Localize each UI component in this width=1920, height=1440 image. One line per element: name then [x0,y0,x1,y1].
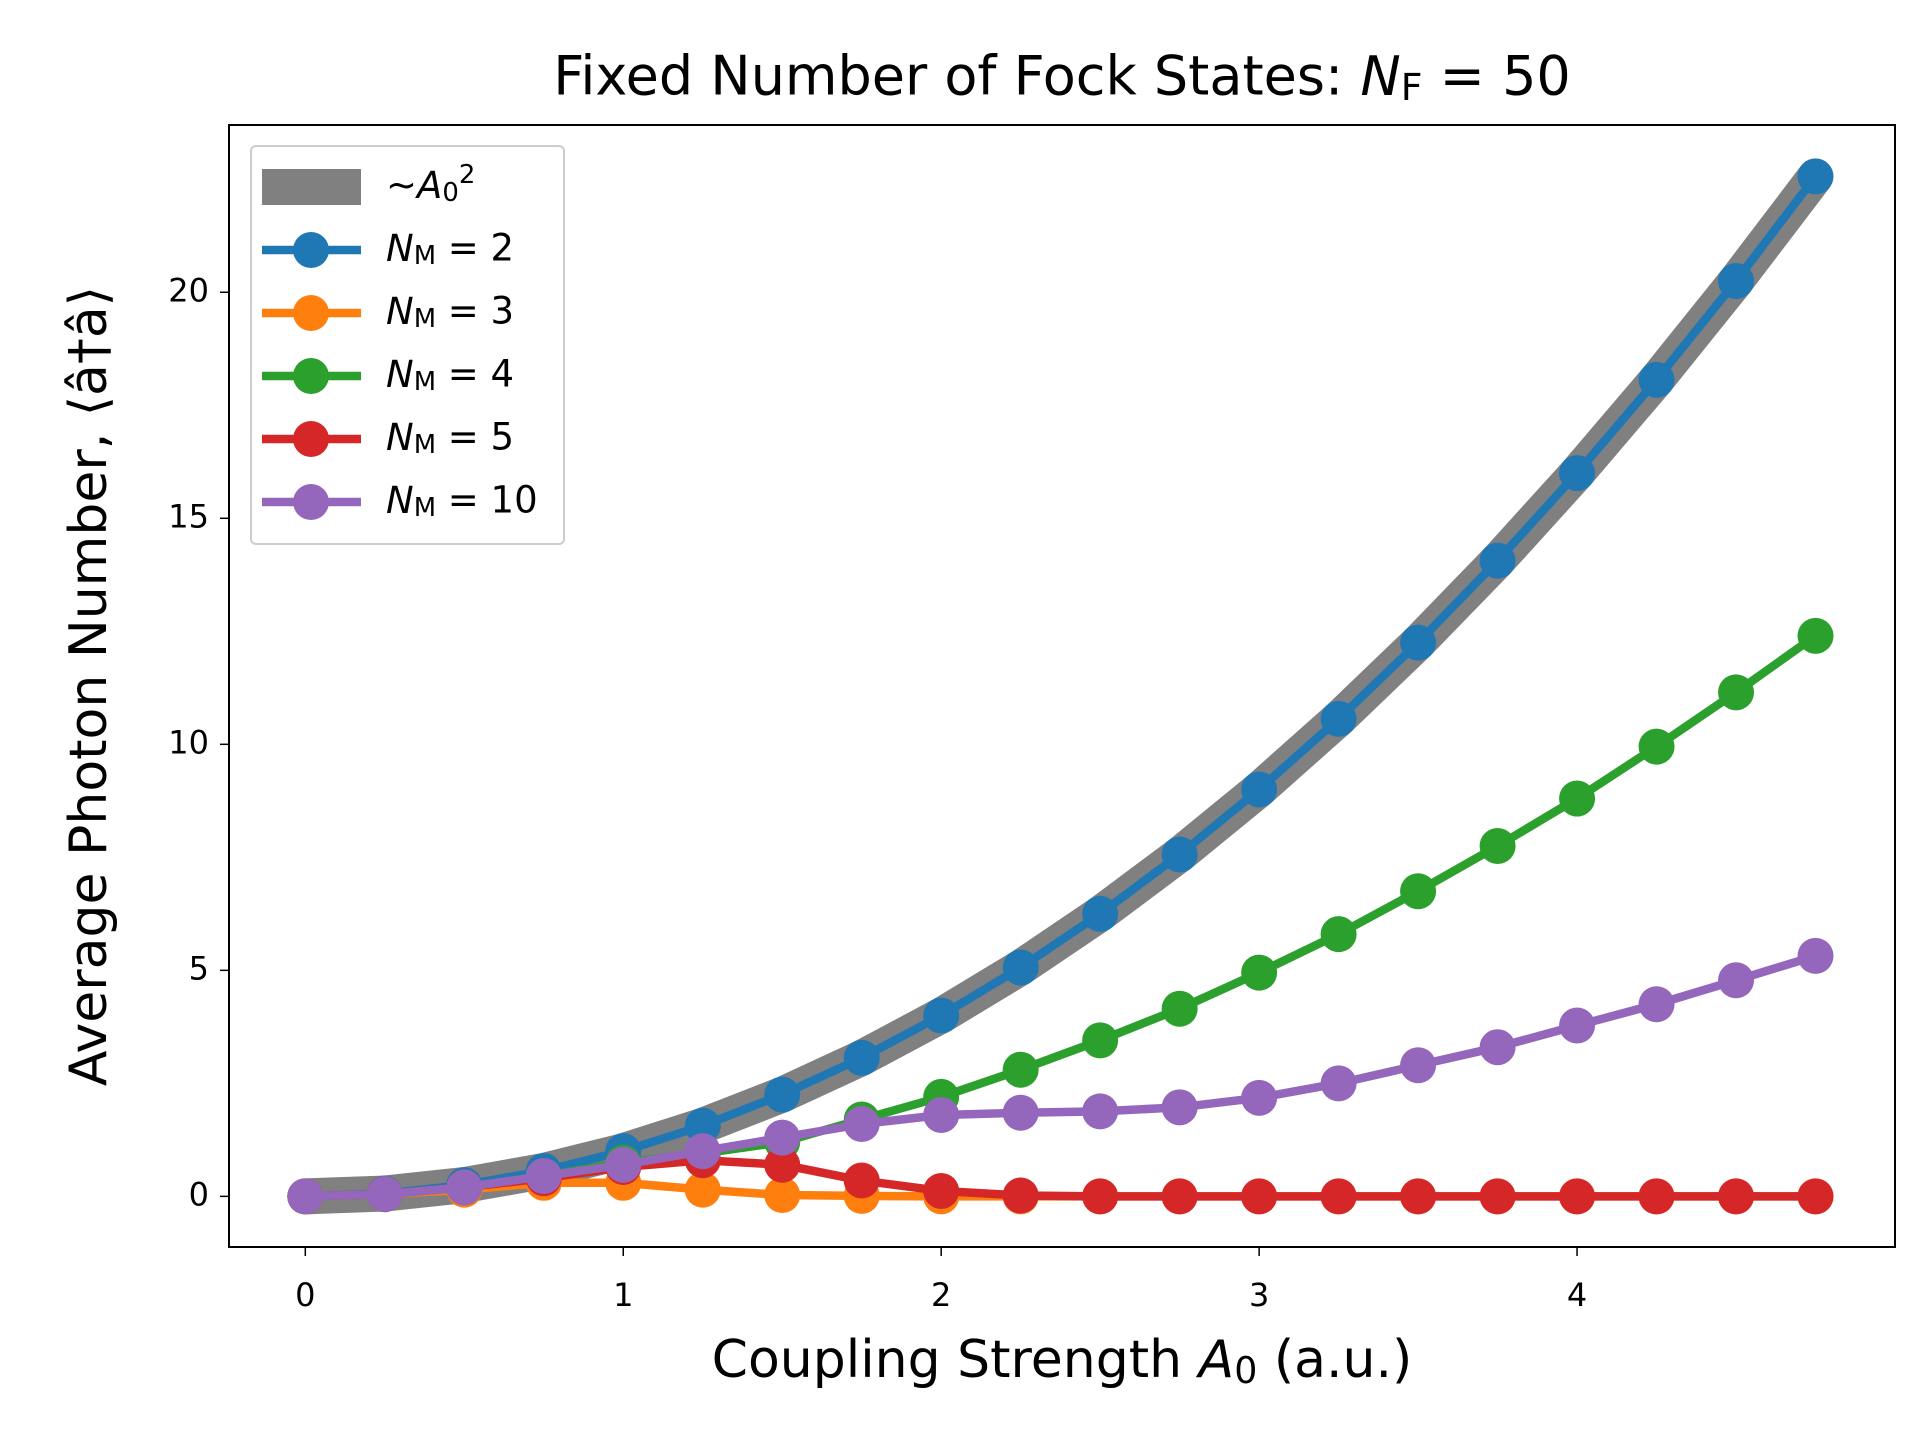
data-point [1002,1051,1039,1088]
data-point [1559,1007,1596,1044]
plot-area [287,158,1834,1215]
data-point [1718,674,1755,711]
data-point [1082,1093,1119,1130]
data-point [1559,780,1596,817]
data-point [1400,1178,1437,1215]
y-axis-label: Average Photon Number, ⟨â†â⟩ [59,286,119,1086]
data-point [1241,771,1278,808]
data-point [764,1076,801,1113]
data-point [1002,949,1039,986]
plot-frame [228,124,1896,1248]
data-point [1797,937,1834,974]
x-tick-label: 0 [295,1276,315,1314]
data-point [1241,1178,1278,1215]
data-point [1797,158,1834,195]
data-point [843,1106,880,1143]
data-point [1479,828,1516,865]
data-point [605,1146,642,1183]
data-point [1082,1178,1119,1215]
y-tick-label: 5 [189,949,209,987]
data-point [1241,954,1278,991]
y-tick-label: 0 [189,1175,209,1213]
x-axis-label: Coupling Strength A0​ (a.u.) [712,1330,1413,1392]
data-point [923,1097,960,1133]
x-tick-label: 4 [1567,1276,1587,1314]
data-point [1718,262,1755,299]
data-point [1638,1178,1675,1215]
data-point [1797,617,1834,654]
data-point [684,1171,721,1208]
y-tick-label: 10 [168,723,209,761]
x-tick-label: 3 [1249,1276,1269,1314]
data-point [1638,986,1675,1023]
legend-marker [293,295,329,331]
data-point [1002,1177,1039,1214]
data-point [446,1169,483,1206]
y-tick-label: 15 [168,497,209,535]
data-point [1082,1022,1119,1059]
x-tick-label: 2 [931,1276,951,1314]
legend-marker [293,358,329,394]
data-point [1797,1178,1834,1215]
data-point [1002,1094,1039,1131]
legend-marker [293,232,329,268]
legend-marker [293,484,329,520]
data-point [1479,1178,1516,1215]
data-point [764,1146,801,1183]
legend-box [250,145,565,545]
data-point [1718,962,1755,999]
data-point [1479,1029,1516,1066]
data-point [1479,542,1516,579]
data-point [923,1172,960,1209]
data-point [1400,873,1437,910]
data-point [684,1133,721,1170]
data-point [1400,624,1437,661]
data-point [843,1039,880,1076]
data-point [843,1162,880,1199]
data-point [1082,895,1119,932]
legend-marker [293,421,329,457]
data-point [1241,1079,1278,1116]
legend-label: NM​ = 2 [386,227,514,272]
legend-label: NM​ = 5 [386,416,514,461]
data-point [1400,1047,1437,1084]
data-point [1320,916,1357,953]
data-point [1161,1089,1198,1126]
data-point [1161,1178,1198,1215]
legend-label: NM​ = 3 [386,290,514,335]
data-point [1161,836,1198,873]
legend-label: NM​ = 10 [386,479,538,524]
data-point [1638,361,1675,398]
data-point [525,1158,562,1195]
x-tick-label: 1 [613,1276,633,1314]
data-point [1559,455,1596,492]
data-point [1559,1178,1596,1215]
data-point [684,1107,721,1144]
data-point [764,1119,801,1156]
data-point [366,1176,403,1213]
data-point [923,997,960,1034]
data-point [1320,1178,1357,1215]
data-point [764,1177,801,1214]
data-point [287,1178,324,1215]
data-point [1638,728,1675,765]
data-point [1320,700,1357,737]
legend-label: NM​ = 4 [386,353,514,398]
y-tick-label: 20 [168,271,209,309]
data-point [1320,1065,1357,1102]
data-point [1718,1178,1755,1215]
data-point [1161,990,1198,1027]
